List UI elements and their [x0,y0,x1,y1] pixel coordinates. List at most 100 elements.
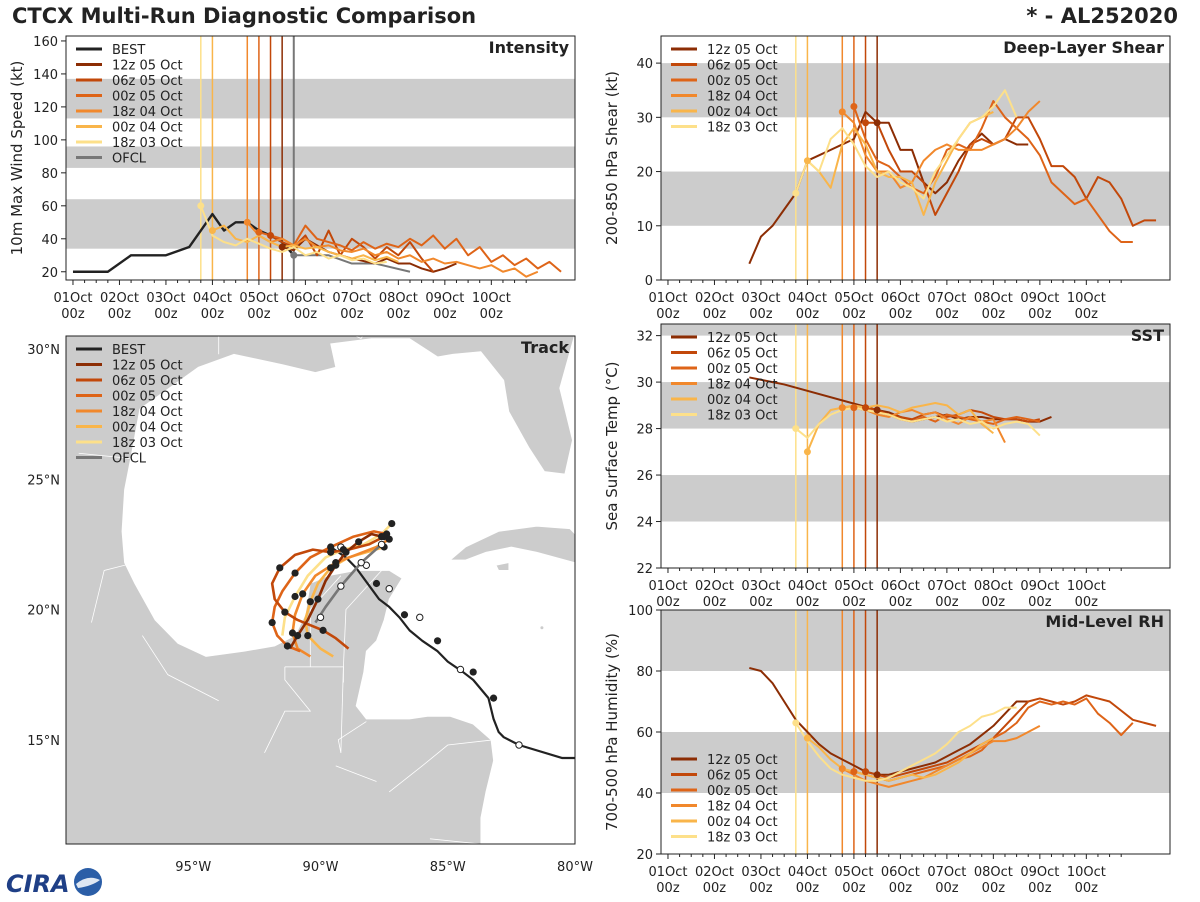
sst-legend-label-00z-05-oct: 00z 05 Oct [707,362,778,377]
track-lat-label: 30°N [27,343,60,358]
track-line-18z-03-oct [281,522,393,636]
shear-init-marker-18z-04-oct [838,108,846,116]
sst-ytick-label: 32 [636,330,653,345]
shear-xtick-label-hour: 00z [842,307,866,322]
intensity-xtick-label-hour: 00z [294,307,318,322]
sst-xtick-label-hour: 00z [842,595,866,610]
rh-init-marker-00z-04-oct [803,734,811,742]
track-legend-label-18z-03-oct: 18z 03 Oct [112,436,183,451]
shear-xtick-label-hour: 00z [703,307,727,322]
intensity-legend-label-18z-04-oct: 18z 04 Oct [112,105,183,120]
rh-xtick-label-day: 02Oct [695,865,734,880]
intensity-series-18z-03-oct [199,205,387,265]
shear-xtick-label-hour: 00z [1028,307,1052,322]
sst-band-0 [661,475,1170,522]
shear-series-18z-03-oct [794,89,1018,200]
intensity-xtick-label-day: 01Oct [53,291,92,306]
shear-xtick-label-hour: 00z [935,307,959,322]
border-nicaragua-costa-rica [429,838,481,844]
intensity-ytick-label: 140 [33,68,58,83]
shear-plot-area [661,36,1170,280]
shear-xtick-label-hour: 00z [656,307,680,322]
intensity-band-1 [66,146,575,168]
rh-xtick-label-hour: 00z [703,881,727,896]
rh-panel: 2040608010001Oct00z02Oct00z03Oct00z04Oct… [603,604,1171,896]
rh-series-18z-03-oct [794,706,1017,782]
intensity-xtick-label-day: 10Oct [472,291,511,306]
track-dot-best [469,668,477,676]
figure-title: CTCX Multi-Run Diagnostic Comparison [12,4,477,28]
shear-panel: 01020304001Oct00z02Oct00z03Oct00z04Oct00… [603,35,1171,322]
intensity-ytick-label: 60 [41,200,58,215]
track-open-dot-best [456,665,465,674]
shear-ylabel: 200-850 hPa Shear (kt) [603,71,621,245]
rh-band-0 [661,732,1170,793]
intensity-xtick-label-hour: 00z [201,307,225,322]
shear-xtick-label-day: 05Oct [834,291,873,306]
intensity-init-marker-06z-05-oct [267,231,275,239]
sst-init-marker-00z-05-oct [850,404,858,412]
shear-legend-label-18z-03-oct: 18z 03 Oct [707,121,778,136]
intensity-ytick-label: 160 [33,35,58,50]
border-mexico-states-3 [78,452,130,459]
sst-ytick-label: 26 [636,469,653,484]
sst-xtick-label-hour: 00z [935,595,959,610]
shear-xtick-label-day: 01Oct [648,291,687,306]
track-dot-best [433,637,442,645]
intensity-init-marker-00z-04-oct [208,227,216,235]
track-legend-label-ofcl: OFCL [112,452,147,467]
storm-id: * - AL252020 [1026,4,1178,28]
rh-xtick-label-day: 10Oct [1067,865,1106,880]
shear-xtick-label-hour: 00z [796,307,820,322]
intensity-xtick-label-day: 02Oct [100,291,139,306]
rh-ytick-label: 40 [636,787,653,802]
intensity-xtick-label-day: 08Oct [379,291,418,306]
sst-init-marker-00z-04-oct [803,448,811,456]
rh-legend-label-00z-04-oct: 00z 04 Oct [707,815,778,830]
intensity-ytick-label: 120 [33,101,58,116]
intensity-init-marker-ofcl [290,251,298,259]
rh-xtick-label-hour: 00z [656,881,680,896]
shear-init-marker-12z-05-oct [873,119,881,127]
sst-xtick-label-hour: 00z [749,595,773,610]
track-open-dot-ofcl [316,613,325,622]
intensity-ytick-label: 40 [41,233,58,248]
track-dot-00z-04-oct [304,631,312,640]
rh-legend-label-12z-05-oct: 12z 05 Oct [707,753,778,768]
sst-xtick-label-hour: 00z [703,595,727,610]
sst-xtick-label-day: 02Oct [695,579,734,594]
shear-xtick-label-day: 02Oct [695,291,734,306]
rh-xtick-label-hour: 00z [1028,881,1052,896]
track-dot-18z-04-oct [299,590,307,598]
track-line-00z-05-oct [270,530,387,653]
shear-xtick-label-day: 07Oct [927,291,966,306]
track-dot-00z-05-oct [327,543,335,551]
intensity-ytick-label: 100 [33,134,58,149]
track-lon-label: 85°W [430,860,466,875]
rh-xtick-label-day: 09Oct [1020,865,1059,880]
rh-xtick-label-day: 04Oct [788,865,827,880]
land-cayman [540,626,544,630]
rh-ytick-label: 20 [636,848,653,863]
track-dot-06z-05-oct [327,548,335,556]
sst-xtick-label-hour: 00z [796,595,820,610]
sst-xtick-label-day: 01Oct [648,579,687,594]
track-frame [65,335,576,845]
intensity-frame [65,35,576,281]
rh-xtick-label-day: 07Oct [927,865,966,880]
intensity-series-00z-05-oct [258,224,562,273]
intensity-init-marker-18z-04-oct [243,218,251,226]
track-panel-title: Track [521,338,569,357]
sst-series-18z-03-oct [795,406,1041,439]
sst-init-marker-18z-03-oct [792,425,800,433]
sst-xtick-label-day: 04Oct [788,579,827,594]
shear-xtick-label-day: 06Oct [881,291,920,306]
shear-ytick-label: 30 [636,111,653,126]
track-lat-label: 25°N [27,473,60,488]
border-mexico-states-2 [91,557,156,623]
shear-init-marker-00z-05-oct [850,102,858,110]
intensity-xtick-label-hour: 00z [480,307,504,322]
rh-legend-label-18z-04-oct: 18z 04 Oct [707,800,778,815]
intensity-xtick-label-day: 05Oct [239,291,278,306]
